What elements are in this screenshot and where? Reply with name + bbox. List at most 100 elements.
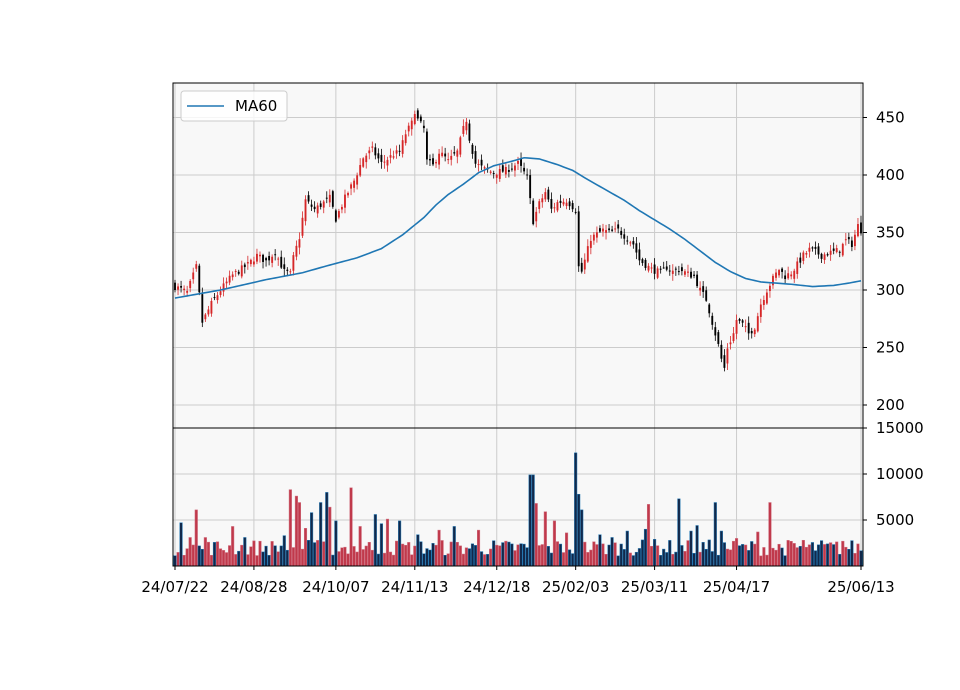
candle-body — [356, 175, 359, 185]
volume-bar — [392, 554, 396, 567]
candle-body — [659, 268, 662, 270]
candle-body — [295, 245, 298, 257]
volume-bar — [458, 545, 462, 567]
candle-body — [377, 153, 380, 159]
candle-body — [599, 228, 601, 232]
volume-bar — [643, 528, 648, 567]
volume-bar — [337, 551, 341, 567]
volume-bar — [358, 526, 362, 567]
candle-body — [350, 184, 352, 189]
candle-body — [586, 246, 589, 262]
candle-body — [401, 140, 404, 154]
volume-bar — [835, 541, 839, 567]
candle-body — [614, 228, 617, 230]
volume-bar — [270, 541, 274, 567]
volume-bar — [680, 545, 684, 567]
volume-bar — [176, 552, 180, 567]
volume-bar — [476, 529, 481, 567]
volume-bar — [853, 553, 857, 567]
volume-bar — [552, 520, 556, 567]
volume-bar — [480, 551, 484, 567]
volume-bar — [228, 545, 232, 567]
volume-bar — [307, 540, 311, 567]
volume-bar — [464, 547, 468, 567]
candle-body — [201, 294, 204, 323]
volume-bar — [461, 553, 465, 567]
volume-bar — [173, 555, 177, 567]
volume-bar — [844, 546, 848, 567]
candle-body — [398, 150, 401, 152]
volume-bar — [373, 514, 377, 567]
candle-body — [729, 342, 732, 345]
volume-bar — [671, 554, 675, 567]
volume-bar — [300, 548, 305, 567]
volume-bar — [789, 541, 793, 567]
volume-bar — [413, 545, 417, 567]
candle-body — [210, 300, 213, 314]
candle-body — [483, 167, 486, 169]
volume-bar — [203, 537, 207, 567]
volume-bar — [322, 541, 326, 567]
candle-body — [787, 273, 790, 279]
volume-bar — [719, 530, 723, 567]
volume-bar — [222, 550, 226, 567]
volume-bar — [437, 529, 441, 567]
candle-body — [453, 152, 456, 154]
volume-bar — [616, 555, 620, 567]
candle-body — [234, 270, 237, 272]
x-tick-label: 25/02/03 — [542, 578, 609, 596]
candle-body — [717, 332, 720, 344]
volume-bar — [689, 530, 693, 567]
volume-bar — [716, 554, 720, 567]
candle-body — [425, 131, 428, 160]
volume-bar — [340, 547, 344, 567]
price-plot-area — [173, 83, 863, 428]
volume-bar — [531, 474, 535, 567]
volume-bar — [267, 555, 271, 567]
candle-body — [298, 239, 301, 248]
ma60-layer — [174, 156, 862, 299]
price-y-tick-label: 250 — [876, 339, 905, 357]
candle-body — [768, 285, 771, 292]
volume-bar — [601, 543, 605, 567]
candle-body — [274, 254, 277, 256]
volume-bar — [243, 537, 247, 567]
volume-bar — [215, 541, 220, 567]
candle-body — [653, 264, 656, 274]
candle-body — [337, 211, 340, 218]
volume-bar — [722, 542, 726, 567]
candle-body — [772, 275, 774, 286]
volume-bar — [668, 540, 672, 567]
volume-bar — [449, 541, 453, 567]
volume-bar — [507, 541, 511, 567]
candle-body — [256, 253, 258, 262]
candle-body — [225, 281, 228, 284]
volume-bar — [255, 555, 259, 567]
candle-body — [240, 265, 243, 277]
volume-bar — [489, 548, 493, 567]
volume-bar — [735, 538, 739, 567]
volume-bar — [352, 546, 356, 567]
candle-body — [608, 228, 611, 231]
candle-body — [292, 255, 295, 271]
candle-body — [559, 200, 562, 203]
volume-bar — [534, 503, 538, 567]
candle-body — [674, 268, 677, 270]
volume-bar — [495, 544, 499, 567]
volume-bar — [674, 551, 678, 567]
candle-body — [538, 201, 541, 209]
candle-body — [177, 286, 179, 290]
volume-bar — [470, 543, 475, 567]
candle-body — [228, 275, 231, 283]
candle-body — [693, 274, 695, 276]
candle-body — [259, 254, 261, 257]
volume-bar — [237, 550, 241, 567]
candle-body — [784, 275, 787, 280]
candle-body — [507, 170, 510, 172]
volume-bar — [197, 545, 201, 567]
candle-body — [799, 257, 802, 263]
volume-bar — [185, 548, 189, 567]
candle-body — [438, 153, 441, 165]
price-y-tick-label: 200 — [876, 396, 905, 414]
volume-bar — [261, 551, 265, 567]
